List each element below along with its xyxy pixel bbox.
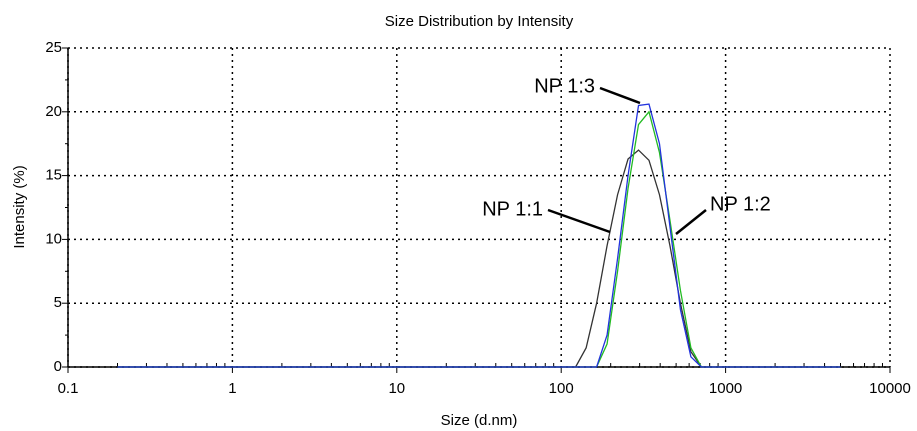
x-axis-label: Size (d.nm) <box>441 412 518 429</box>
annotation-leader <box>599 86 641 105</box>
x-tick-label: 1000 <box>709 380 742 397</box>
y-axis-label: Intensity (%) <box>11 165 28 248</box>
chart-title: Size Distribution by Intensity <box>385 13 574 30</box>
annotation: NP 1:3 <box>534 75 595 97</box>
annotation-leader <box>675 209 707 235</box>
x-tick-label: 1 <box>228 380 236 397</box>
x-tick-label: 0.1 <box>58 380 79 397</box>
x-tick-label: 10 <box>388 380 405 397</box>
series-line <box>117 103 841 368</box>
x-tick-label: 10000 <box>869 380 911 397</box>
series-line <box>117 149 841 368</box>
x-tick-label: 100 <box>549 380 574 397</box>
y-tick-label: 10 <box>45 230 62 247</box>
y-tick-label: 20 <box>45 103 62 120</box>
y-tick-label: 5 <box>54 294 62 311</box>
annotation: NP 1:2 <box>710 193 771 215</box>
y-tick-label: 25 <box>45 39 62 56</box>
annotation-leader <box>547 208 611 234</box>
y-tick-label: 15 <box>45 167 62 184</box>
annotation: NP 1:1 <box>482 198 543 220</box>
y-tick-label: 0 <box>54 358 62 375</box>
